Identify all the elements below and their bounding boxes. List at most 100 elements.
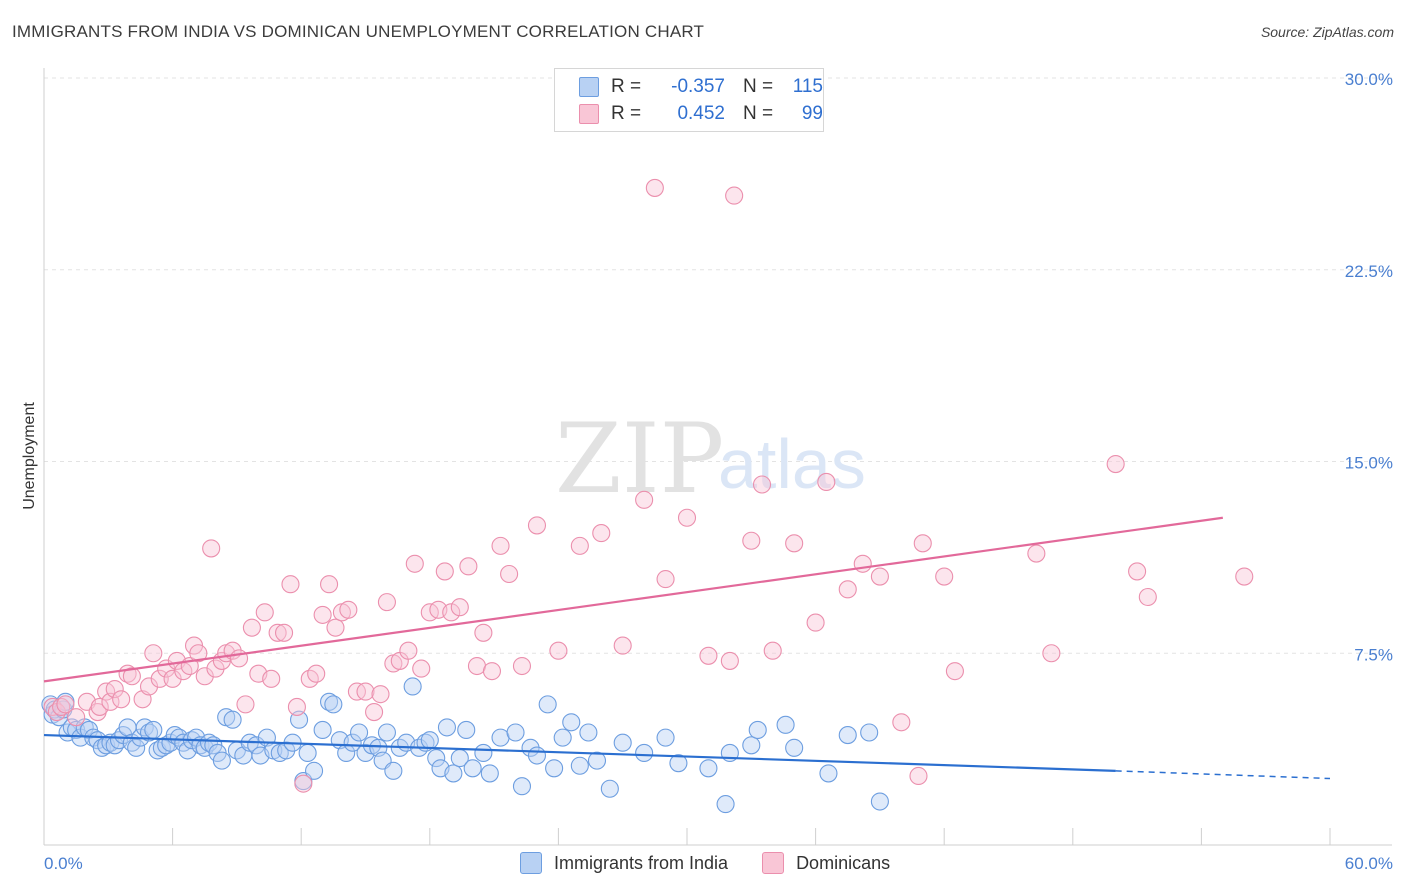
data-point bbox=[677, 508, 697, 527]
data-point bbox=[356, 682, 375, 701]
y-tick-label: 30.0% bbox=[1345, 70, 1393, 89]
data-point bbox=[474, 743, 493, 763]
data-point bbox=[112, 690, 131, 709]
y-tick-label: 22.5% bbox=[1345, 262, 1393, 281]
data-point bbox=[776, 715, 795, 734]
data-point bbox=[144, 720, 163, 740]
data-point bbox=[223, 710, 242, 729]
legend-row-dominicans: R = 0.452 N = 99 bbox=[579, 101, 823, 127]
legend-label-india: Immigrants from India bbox=[554, 852, 729, 873]
data-point bbox=[444, 764, 463, 783]
data-point bbox=[403, 677, 422, 696]
data-point bbox=[144, 644, 163, 663]
india-r-value: -0.357 bbox=[671, 76, 725, 97]
trend-line-india bbox=[43, 733, 1116, 772]
data-point bbox=[450, 598, 469, 617]
data-point bbox=[307, 664, 326, 683]
data-point bbox=[463, 759, 482, 778]
legend-item-india[interactable]: Immigrants from India bbox=[520, 852, 728, 874]
data-point bbox=[206, 659, 225, 678]
data-point bbox=[945, 662, 964, 681]
data-point bbox=[399, 641, 418, 660]
n-label: N = bbox=[743, 76, 774, 97]
data-point bbox=[587, 751, 607, 770]
data-point bbox=[635, 743, 654, 763]
data-point bbox=[442, 603, 461, 622]
dominicans-r-value: 0.452 bbox=[677, 103, 725, 124]
data-point bbox=[785, 534, 804, 553]
legend-row-india: R = -0.357 N = 115 bbox=[579, 74, 823, 100]
series-india-points bbox=[41, 677, 889, 814]
data-point bbox=[570, 536, 589, 555]
data-point bbox=[189, 644, 208, 663]
data-point bbox=[435, 562, 454, 581]
data-point bbox=[281, 575, 300, 594]
india-swatch-icon bbox=[579, 77, 599, 97]
data-point bbox=[763, 641, 782, 660]
data-point bbox=[305, 761, 324, 780]
data-point bbox=[645, 178, 664, 197]
data-point bbox=[365, 703, 384, 722]
data-point bbox=[320, 575, 339, 594]
data-point bbox=[506, 723, 525, 742]
data-point bbox=[277, 741, 296, 760]
data-point bbox=[412, 659, 431, 678]
gridlines bbox=[44, 77, 1392, 654]
data-point bbox=[538, 695, 557, 714]
legend-label-dominicans: Dominicans bbox=[796, 852, 891, 873]
data-point bbox=[467, 656, 487, 676]
data-point bbox=[491, 536, 510, 555]
data-point bbox=[699, 759, 718, 778]
data-point bbox=[853, 554, 872, 573]
data-point bbox=[725, 186, 744, 205]
data-point bbox=[459, 557, 478, 576]
data-point bbox=[935, 567, 954, 586]
data-point bbox=[512, 656, 532, 676]
data-point bbox=[427, 749, 446, 768]
data-point bbox=[262, 669, 281, 688]
y-tick-label: 7.5% bbox=[1354, 645, 1393, 664]
data-point bbox=[742, 531, 761, 550]
data-point bbox=[613, 636, 632, 655]
trend-line-dominicans bbox=[43, 516, 1223, 683]
data-point bbox=[491, 728, 510, 747]
data-point bbox=[860, 723, 879, 742]
r-label: R = bbox=[611, 76, 642, 97]
dominicans-swatch-icon bbox=[579, 104, 599, 124]
data-point bbox=[500, 564, 519, 584]
data-point bbox=[635, 490, 654, 509]
data-point bbox=[377, 723, 396, 742]
india-n-value: 115 bbox=[792, 76, 823, 97]
data-point bbox=[298, 743, 317, 763]
data-point bbox=[527, 516, 547, 535]
data-point bbox=[384, 761, 403, 780]
data-point bbox=[699, 646, 718, 665]
data-point bbox=[720, 651, 739, 670]
data-point bbox=[806, 613, 825, 632]
data-point bbox=[838, 580, 857, 599]
data-point bbox=[236, 695, 255, 714]
data-point bbox=[313, 605, 332, 624]
data-point bbox=[838, 726, 857, 745]
watermark-atlas: atlas bbox=[718, 425, 866, 503]
n-label: N = bbox=[743, 103, 774, 124]
data-point bbox=[549, 641, 568, 660]
data-point bbox=[545, 759, 564, 778]
trend-line-india-extension bbox=[1115, 770, 1331, 780]
trend-lines bbox=[43, 516, 1331, 780]
dominicans-n-value: 99 bbox=[801, 103, 823, 124]
data-point bbox=[656, 570, 675, 589]
data-point bbox=[870, 792, 889, 811]
data-point bbox=[600, 779, 619, 798]
legend-item-dominicans[interactable]: Dominicans bbox=[762, 852, 890, 874]
data-point bbox=[1042, 644, 1061, 663]
data-point bbox=[716, 795, 735, 814]
data-point bbox=[742, 736, 761, 755]
data-point bbox=[313, 720, 332, 740]
data-point bbox=[212, 751, 231, 770]
data-point bbox=[90, 697, 109, 716]
data-point bbox=[474, 623, 493, 642]
data-point bbox=[242, 618, 261, 637]
data-point bbox=[122, 667, 141, 686]
chart-title: IMMIGRANTS FROM INDIA VS DOMINICAN UNEMP… bbox=[12, 22, 705, 41]
